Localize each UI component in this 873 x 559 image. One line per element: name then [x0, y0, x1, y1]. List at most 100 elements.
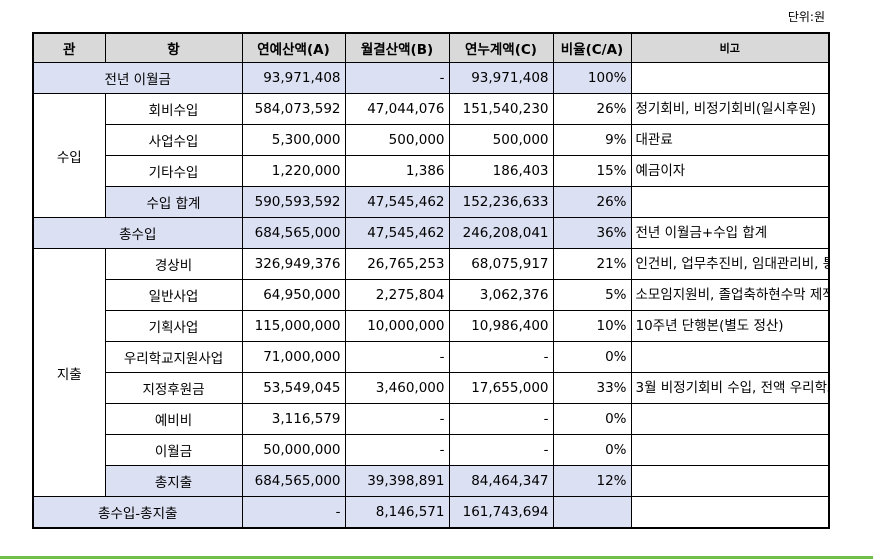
- expense-total-ratio: 12%: [552, 465, 632, 497]
- col-header-annual: 연예산액(A): [241, 32, 346, 63]
- expense-row: 일반사업 64,950,000 2,275,804 3,062,376 5% 소…: [33, 279, 830, 311]
- balance-ratio: [552, 496, 632, 529]
- income-item-memo: 정기회비, 비정기회비(일시후원): [630, 93, 830, 125]
- balance-row: 총수입-총지출 - 8,146,571 161,743,694: [32, 496, 830, 529]
- income-category: 수입: [32, 93, 106, 218]
- prev-carryover-label: 전년 이월금: [32, 62, 243, 94]
- expense-item-ratio: 0%: [552, 403, 632, 435]
- col-header-cumulative: 연누계액(C): [448, 32, 554, 63]
- expense-item-monthly: 10,000,000: [344, 310, 450, 342]
- income-item-monthly: 47,044,076: [344, 93, 450, 125]
- col-header-memo: 비고: [630, 32, 830, 63]
- prev-carryover-cumulative: 93,971,408: [448, 62, 554, 94]
- expense-item-cumulative: -: [448, 434, 554, 466]
- expense-total-annual: 684,565,000: [241, 465, 346, 497]
- expense-item-memo: [630, 434, 830, 466]
- income-item-cumulative: 500,000: [448, 124, 554, 156]
- expense-item-memo: 인건비, 업무추진비, 임대관리비, 통신비, 운영비: [630, 248, 830, 280]
- income-total-memo: [630, 186, 830, 218]
- expense-row: 우리학교지원사업 71,000,000 - - 0%: [33, 341, 830, 373]
- expense-total-cumulative: 84,464,347: [448, 465, 554, 497]
- grand-income-memo: 전년 이월금+수입 합계: [630, 217, 830, 249]
- expense-row: 지출 경상비 326,949,376 26,765,253 68,075,917…: [32, 248, 830, 497]
- prev-carryover-memo: [630, 62, 830, 94]
- income-total-cumulative: 152,236,633: [448, 186, 554, 218]
- expense-item-annual: 50,000,000: [241, 434, 346, 466]
- expense-item-memo: 10주년 단행본(별도 정산): [630, 310, 830, 342]
- expense-item-cumulative: 68,075,917: [448, 248, 554, 280]
- expense-category: 지출: [32, 248, 106, 497]
- income-item-label: 사업수입: [104, 124, 243, 156]
- income-total-annual: 590,593,592: [241, 186, 346, 218]
- income-item-monthly: 500,000: [344, 124, 450, 156]
- income-item-ratio: 26%: [552, 93, 632, 125]
- prev-carryover-monthly: -: [344, 62, 450, 94]
- prev-carryover-row: 전년 이월금 93,971,408 - 93,971,408 100%: [32, 62, 830, 94]
- grand-income-label: 총수입: [32, 217, 243, 249]
- income-total-ratio: 26%: [552, 186, 632, 218]
- col-header-ratio: 비율(C/A): [552, 32, 632, 63]
- balance-memo: [630, 496, 830, 529]
- expense-item-memo: [630, 341, 830, 373]
- income-item-label: 기타수입: [104, 155, 243, 187]
- expense-item-cumulative: -: [448, 341, 554, 373]
- col-header-monthly: 월결산액(B): [344, 32, 450, 63]
- expense-item-cumulative: 17,655,000: [448, 372, 554, 404]
- income-item-memo: 대관료: [630, 124, 830, 156]
- grand-income-row: 총수입 684,565,000 47,545,462 246,208,041 3…: [32, 217, 830, 249]
- expense-item-monthly: 3,460,000: [344, 372, 450, 404]
- budget-table: 관 항 연예산액(A) 월결산액(B) 연누계액(C) 비율(C/A) 비고 전…: [32, 32, 830, 529]
- expense-item-label: 우리학교지원사업: [104, 341, 243, 373]
- balance-monthly: 8,146,571: [344, 496, 450, 529]
- expense-item-ratio: 21%: [552, 248, 632, 280]
- bottom-divider: [0, 556, 873, 559]
- expense-item-ratio: 0%: [552, 434, 632, 466]
- col-header-hang: 항: [104, 32, 243, 63]
- income-row: 수입 회비수입 584,073,592 47,044,076 151,540,2…: [32, 93, 830, 218]
- expense-item-annual: 3,116,579: [241, 403, 346, 435]
- prev-carryover-annual: 93,971,408: [241, 62, 346, 94]
- expense-item-label: 지정후원금: [104, 372, 243, 404]
- expense-total-label: 총지출: [104, 465, 243, 497]
- expense-item-cumulative: 10,986,400: [448, 310, 554, 342]
- expense-item-label: 경상비: [104, 248, 243, 280]
- expense-item-annual: 326,949,376: [241, 248, 346, 280]
- expense-item-memo: 소모임지원비, 졸업축하현수막 제작 및 배송비, 사무국 새식구 환영회 등: [630, 279, 830, 311]
- income-total-row: 수입 합계 590,593,592 47,545,462 152,236,633…: [33, 186, 830, 218]
- unit-label: 단위:원: [787, 10, 825, 24]
- income-item-label: 회비수입: [104, 93, 243, 125]
- expense-item-ratio: 5%: [552, 279, 632, 311]
- expense-total-monthly: 39,398,891: [344, 465, 450, 497]
- expense-item-ratio: 33%: [552, 372, 632, 404]
- expense-item-label: 일반사업: [104, 279, 243, 311]
- expense-total-memo: [630, 465, 830, 497]
- grand-income-annual: 684,565,000: [241, 217, 346, 249]
- expense-item-monthly: -: [344, 341, 450, 373]
- expense-item-monthly: 2,275,804: [344, 279, 450, 311]
- expense-item-label: 이월금: [104, 434, 243, 466]
- expense-item-annual: 115,000,000: [241, 310, 346, 342]
- expense-item-annual: 64,950,000: [241, 279, 346, 311]
- income-item-annual: 584,073,592: [241, 93, 346, 125]
- grand-income-cumulative: 246,208,041: [448, 217, 554, 249]
- expense-row: 기획사업 115,000,000 10,000,000 10,986,400 1…: [33, 310, 830, 342]
- grand-income-ratio: 36%: [552, 217, 632, 249]
- expense-item-memo: [630, 403, 830, 435]
- expense-item-ratio: 0%: [552, 341, 632, 373]
- expense-item-annual: 71,000,000: [241, 341, 346, 373]
- grand-income-monthly: 47,545,462: [344, 217, 450, 249]
- expense-row: 예비비 3,116,579 - - 0%: [33, 403, 830, 435]
- income-total-monthly: 47,545,462: [344, 186, 450, 218]
- expense-item-memo: 3월 비정기회비 수입, 전액 우리학교지원사업에 지출: [630, 372, 830, 404]
- expense-item-cumulative: -: [448, 403, 554, 435]
- expense-item-label: 기획사업: [104, 310, 243, 342]
- expense-item-annual: 53,549,045: [241, 372, 346, 404]
- income-item-annual: 5,300,000: [241, 124, 346, 156]
- expense-row: 지정후원금 53,549,045 3,460,000 17,655,000 33…: [33, 372, 830, 404]
- income-item-monthly: 1,386: [344, 155, 450, 187]
- balance-cumulative: 161,743,694: [448, 496, 554, 529]
- expense-item-label: 예비비: [104, 403, 243, 435]
- expense-item-monthly: -: [344, 434, 450, 466]
- income-row: 사업수입 5,300,000 500,000 500,000 9% 대관료: [33, 124, 830, 156]
- income-total-label: 수입 합계: [104, 186, 243, 218]
